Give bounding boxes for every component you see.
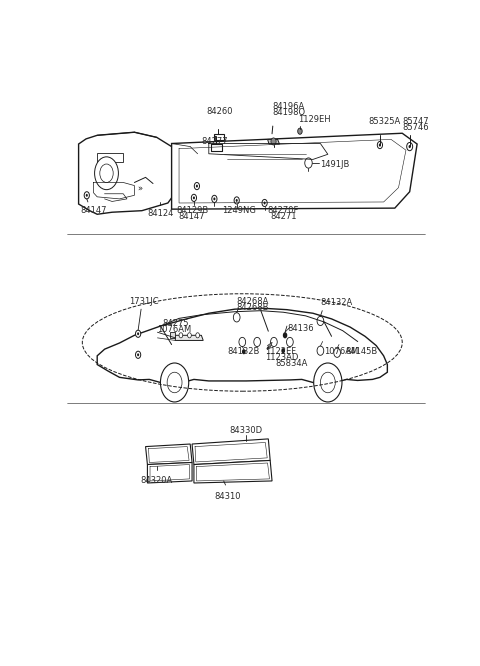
Text: 1123AD: 1123AD <box>265 353 299 362</box>
Circle shape <box>314 363 342 402</box>
Circle shape <box>179 333 183 338</box>
Circle shape <box>137 354 139 356</box>
Text: 84310: 84310 <box>214 492 240 501</box>
Polygon shape <box>175 335 203 340</box>
Polygon shape <box>79 133 179 214</box>
Text: 1129EH: 1129EH <box>298 115 331 123</box>
Polygon shape <box>170 332 175 338</box>
Text: 84147: 84147 <box>80 206 107 214</box>
Circle shape <box>335 350 339 356</box>
Circle shape <box>196 333 200 338</box>
Circle shape <box>305 158 312 168</box>
Text: 84132B: 84132B <box>228 347 260 356</box>
Circle shape <box>212 195 217 202</box>
Circle shape <box>239 338 246 346</box>
Text: 84132A: 84132A <box>321 298 353 306</box>
Circle shape <box>288 339 292 345</box>
Polygon shape <box>97 308 387 384</box>
Circle shape <box>236 199 238 202</box>
Circle shape <box>86 194 88 196</box>
Circle shape <box>321 372 335 393</box>
Text: 84271: 84271 <box>270 212 297 221</box>
Text: 1122EF: 1122EF <box>265 347 297 356</box>
Text: 84129B: 84129B <box>176 206 208 214</box>
Text: 1249NG: 1249NG <box>222 206 255 214</box>
Circle shape <box>160 363 189 402</box>
Circle shape <box>271 338 277 346</box>
Circle shape <box>379 143 381 147</box>
Circle shape <box>334 348 340 358</box>
Text: 84124: 84124 <box>147 209 174 218</box>
Text: 84270F: 84270F <box>267 206 299 214</box>
Circle shape <box>318 348 323 354</box>
Text: 84275: 84275 <box>162 319 189 328</box>
Text: 1076AM: 1076AM <box>324 347 359 356</box>
Circle shape <box>283 332 288 338</box>
Circle shape <box>84 192 89 199</box>
Text: 84136: 84136 <box>287 324 313 333</box>
Circle shape <box>213 197 216 200</box>
Polygon shape <box>192 439 270 465</box>
Circle shape <box>306 160 311 166</box>
Circle shape <box>193 196 195 199</box>
Text: 84196A: 84196A <box>272 102 304 111</box>
Text: 84145B: 84145B <box>346 347 378 356</box>
Circle shape <box>255 339 259 345</box>
Polygon shape <box>145 444 192 465</box>
Circle shape <box>196 184 198 188</box>
Polygon shape <box>172 133 417 209</box>
Circle shape <box>233 313 240 322</box>
Text: 84260: 84260 <box>207 107 233 116</box>
Circle shape <box>100 164 113 182</box>
Polygon shape <box>97 153 123 162</box>
Text: 1731JC: 1731JC <box>129 296 158 306</box>
Text: 84147: 84147 <box>179 212 205 221</box>
Circle shape <box>135 351 141 358</box>
Text: 84330D: 84330D <box>229 426 263 435</box>
Polygon shape <box>214 134 224 141</box>
Circle shape <box>287 338 293 346</box>
Circle shape <box>317 316 324 326</box>
Circle shape <box>377 141 383 149</box>
Circle shape <box>167 372 182 393</box>
Circle shape <box>135 330 141 338</box>
Circle shape <box>272 339 276 345</box>
Circle shape <box>264 202 265 204</box>
Circle shape <box>317 346 324 355</box>
Polygon shape <box>147 462 192 483</box>
Text: 85746: 85746 <box>402 123 429 133</box>
Circle shape <box>95 157 119 190</box>
Circle shape <box>192 194 196 201</box>
Circle shape <box>137 332 139 335</box>
Circle shape <box>194 182 200 190</box>
Text: 84268B: 84268B <box>237 303 269 312</box>
Polygon shape <box>267 139 279 144</box>
Polygon shape <box>194 460 272 483</box>
Text: 84198Q: 84198Q <box>272 108 305 117</box>
Circle shape <box>254 338 261 346</box>
Text: 1076AM: 1076AM <box>157 325 192 334</box>
Text: 85325A: 85325A <box>369 117 401 126</box>
Circle shape <box>188 333 192 338</box>
Circle shape <box>271 138 276 145</box>
Circle shape <box>298 128 302 135</box>
FancyArrow shape <box>267 342 272 350</box>
Text: 84277: 84277 <box>201 137 228 146</box>
Text: 84320A: 84320A <box>141 476 173 485</box>
Circle shape <box>240 339 244 345</box>
Text: 85747: 85747 <box>402 117 429 126</box>
Text: 1491JB: 1491JB <box>321 160 350 169</box>
Circle shape <box>407 143 413 151</box>
Circle shape <box>234 197 240 204</box>
Circle shape <box>408 145 411 148</box>
Text: »: » <box>137 184 143 194</box>
Circle shape <box>281 348 285 353</box>
Text: 85834A: 85834A <box>276 359 308 368</box>
Text: 84268A: 84268A <box>237 296 269 306</box>
Circle shape <box>234 314 239 320</box>
Circle shape <box>318 318 323 324</box>
Circle shape <box>262 199 267 206</box>
Circle shape <box>242 349 246 354</box>
